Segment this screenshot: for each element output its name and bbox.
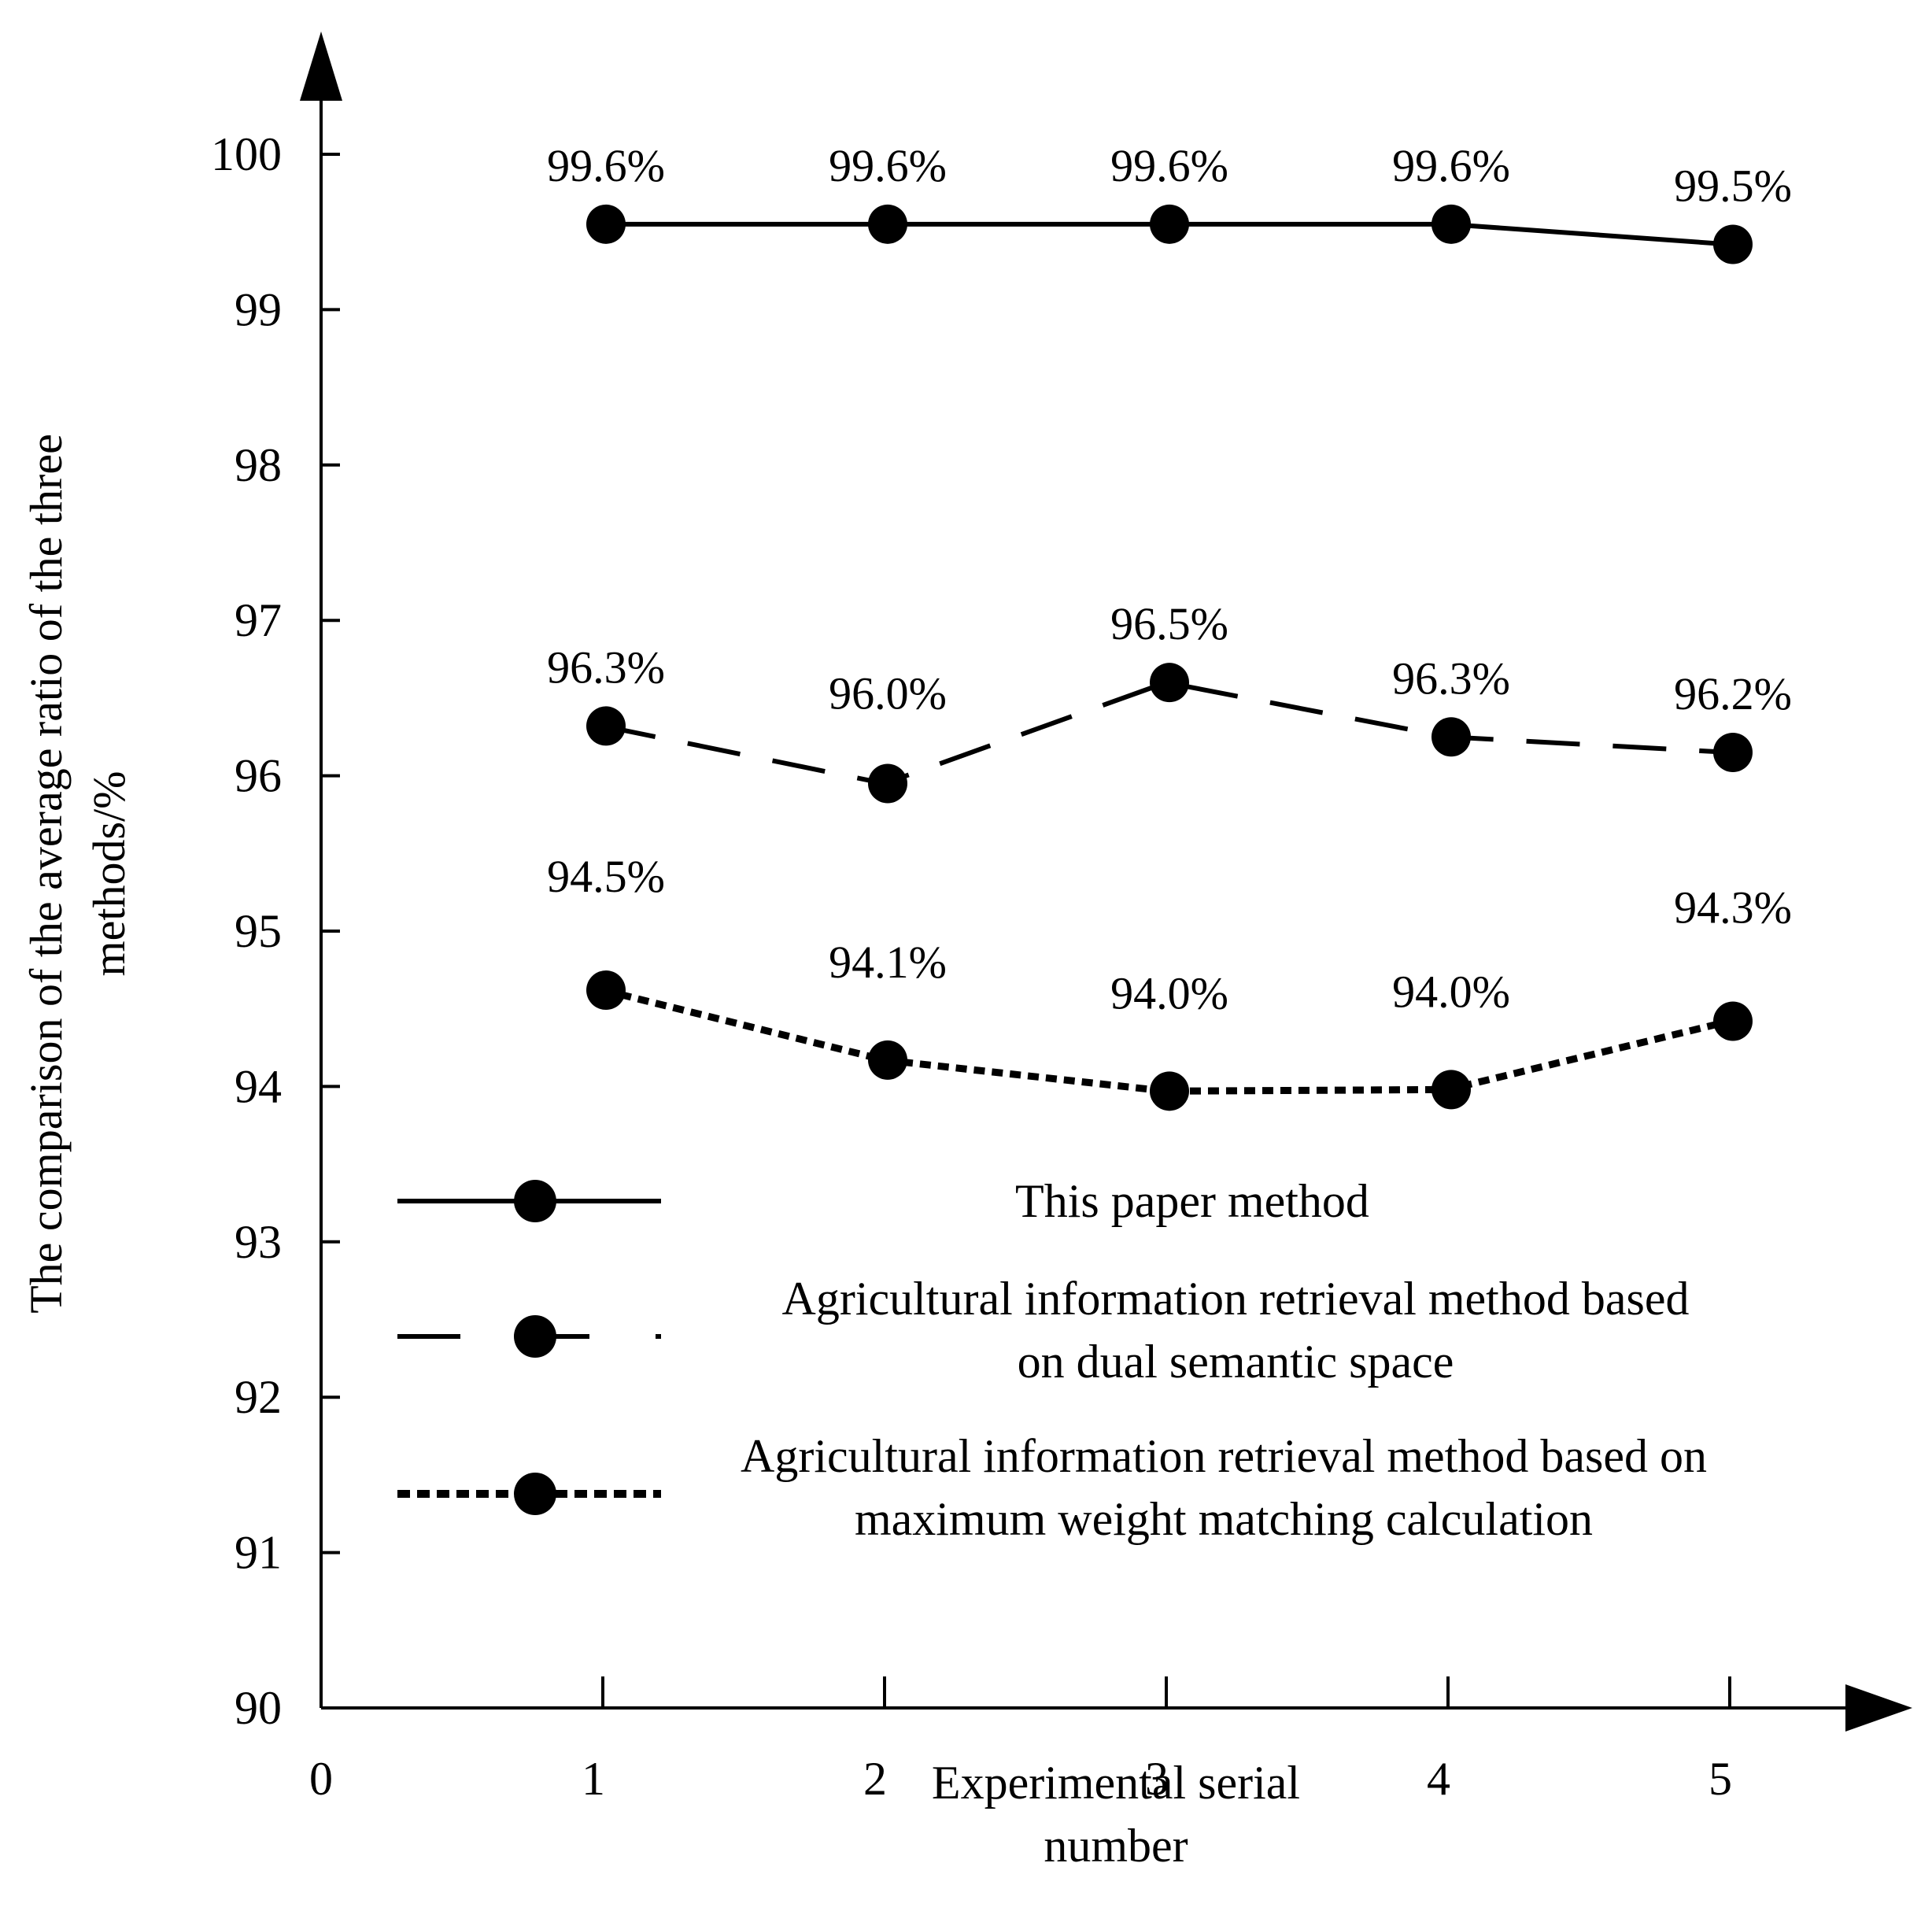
y-tick-label: 91 bbox=[235, 1527, 282, 1579]
data-label: 96.3% bbox=[547, 641, 665, 693]
x-tick-label: 4 bbox=[1427, 1753, 1450, 1805]
data-point bbox=[586, 706, 626, 746]
legend-label-2: Agricultural information retrieval metho… bbox=[782, 1273, 1690, 1325]
data-label: 99.6% bbox=[547, 140, 665, 191]
axis-titles: Experimental serial number The comparison … bbox=[20, 434, 1300, 1872]
data-label: 94.0% bbox=[1392, 966, 1510, 1017]
data-label: 99.6% bbox=[829, 140, 947, 191]
y-tick-label: 94 bbox=[235, 1060, 282, 1112]
x-axis-title: Experimental serial bbox=[932, 1757, 1300, 1809]
y-tick-label: 99 bbox=[235, 283, 282, 335]
data-label: 94.1% bbox=[829, 937, 947, 988]
legend: This paper method Agricultural informatio… bbox=[397, 1175, 1707, 1545]
legend-label-1: This paper method bbox=[1015, 1175, 1369, 1227]
legend-label-3: Agricultural information retrieval metho… bbox=[741, 1430, 1707, 1482]
x-tick-label: 2 bbox=[863, 1753, 887, 1805]
legend-label-3: maximum weight matching calculation bbox=[855, 1493, 1593, 1545]
legend-label-2: on dual semantic space bbox=[1018, 1336, 1454, 1388]
y-axis-title: The comparison of the average ratio of t… bbox=[20, 434, 72, 1314]
legend-marker-1 bbox=[514, 1180, 556, 1222]
data-label: 96.3% bbox=[1392, 652, 1510, 704]
series-group bbox=[586, 204, 1753, 1111]
data-point bbox=[1150, 663, 1189, 703]
tick-labels: 90 91 92 93 94 95 96 97 98 99 100 0 1 2 3 4 5 bbox=[211, 128, 1732, 1805]
data-point bbox=[586, 204, 626, 244]
y-tick-label: 97 bbox=[235, 594, 282, 646]
data-labels: 99.6% 99.6% 99.6% 99.6% 99.5% 96.3% 96.0% 96.5%… bbox=[547, 140, 1792, 1018]
data-label: 94.5% bbox=[547, 851, 665, 902]
data-point bbox=[1431, 1070, 1471, 1110]
data-point bbox=[1713, 732, 1753, 772]
x-tick-label: 0 bbox=[309, 1753, 333, 1805]
data-label: 96.2% bbox=[1674, 668, 1792, 719]
y-tick-label: 96 bbox=[235, 750, 282, 802]
y-tick-label: 100 bbox=[211, 128, 282, 180]
x-tick-label: 3 bbox=[1145, 1753, 1169, 1805]
data-label: 94.0% bbox=[1110, 967, 1228, 1018]
data-point bbox=[868, 1040, 907, 1080]
data-point bbox=[1150, 1071, 1189, 1111]
x-axis-title: number bbox=[1044, 1820, 1188, 1872]
data-point bbox=[1713, 1001, 1753, 1041]
axes bbox=[300, 31, 1912, 1732]
legend-marker-3 bbox=[514, 1473, 556, 1515]
data-point bbox=[1713, 224, 1753, 264]
data-label: 94.3% bbox=[1674, 882, 1792, 933]
data-point bbox=[868, 763, 907, 804]
data-label: 99.5% bbox=[1674, 160, 1792, 211]
y-tick-label: 98 bbox=[235, 439, 282, 491]
y-axis-arrow bbox=[300, 31, 342, 101]
y-tick-label: 92 bbox=[235, 1371, 282, 1423]
y-tick-label: 93 bbox=[235, 1216, 282, 1268]
data-point bbox=[1431, 717, 1471, 757]
y-axis-title-group: The comparison of the average ratio of t… bbox=[20, 434, 135, 1314]
data-label: 96.5% bbox=[1110, 598, 1228, 649]
data-point bbox=[586, 970, 626, 1011]
series-line-3 bbox=[601, 986, 1731, 1095]
data-label: 99.6% bbox=[1392, 140, 1510, 191]
y-axis-title: methods/% bbox=[83, 771, 135, 977]
data-point bbox=[1431, 204, 1471, 244]
data-point bbox=[1150, 204, 1189, 244]
y-tick-label: 90 bbox=[235, 1682, 282, 1734]
x-axis-arrow bbox=[1845, 1684, 1912, 1732]
series-line-2 bbox=[602, 680, 1731, 786]
y-tick-label: 95 bbox=[235, 905, 282, 957]
data-point bbox=[868, 204, 907, 244]
legend-marker-2 bbox=[514, 1315, 556, 1358]
data-label: 96.0% bbox=[829, 667, 947, 719]
x-tick-label: 5 bbox=[1709, 1753, 1732, 1805]
data-label: 99.6% bbox=[1110, 140, 1228, 191]
x-tick-label: 1 bbox=[582, 1753, 605, 1805]
